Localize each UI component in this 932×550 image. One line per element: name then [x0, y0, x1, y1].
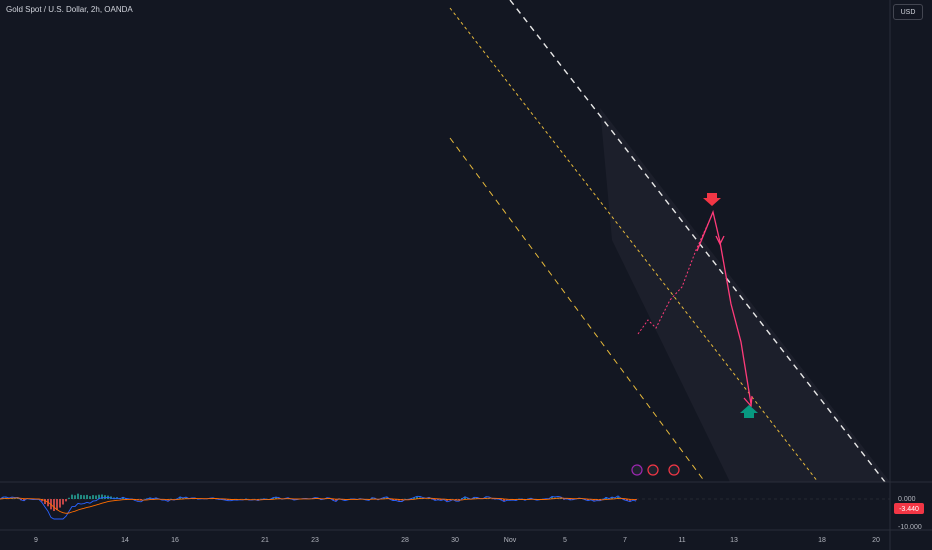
macd-histogram-bar	[434, 499, 436, 501]
channel-shade	[600, 108, 890, 482]
macd-histogram-bar	[605, 497, 607, 499]
macd-histogram-bar	[62, 499, 64, 505]
macd-histogram-bar	[392, 499, 394, 501]
x-tick-label: 11	[678, 537, 685, 544]
x-tick-label: 13	[730, 537, 738, 544]
macd-histogram-bar	[101, 494, 103, 499]
x-tick-label: 28	[401, 537, 409, 544]
x-tick-label: 5	[563, 537, 567, 544]
x-tick-label: 20	[872, 537, 880, 544]
macd-histogram-bar	[467, 498, 469, 499]
forecast-dotted-path	[637, 214, 713, 335]
macd-histogram-bar	[416, 496, 418, 499]
macd-histogram-bar	[503, 499, 505, 501]
macd-histogram-bar	[464, 496, 466, 499]
channel-lower-line	[449, 137, 706, 483]
macd-histogram-bar	[428, 498, 430, 499]
macd-histogram-bar	[551, 497, 553, 499]
macd-histogram-bar	[59, 499, 61, 508]
macd-histogram-bar	[65, 499, 67, 502]
macd-histogram-bar	[440, 499, 442, 501]
channel-mid-line	[449, 7, 819, 483]
sell-arrow-icon	[703, 193, 721, 206]
macd-histogram-bar	[473, 497, 475, 499]
macd-histogram-bar	[458, 499, 460, 500]
macd-histogram-bar	[86, 494, 88, 499]
macd-histogram-bar	[80, 494, 82, 499]
macd-histogram-bar	[113, 497, 115, 499]
x-tick-label: 30	[451, 537, 459, 544]
macd-histogram-bar	[629, 499, 631, 501]
macd-signal-line	[0, 497, 637, 514]
economic-event-icon[interactable]	[647, 464, 659, 476]
macd-line	[0, 495, 637, 520]
macd-histogram-bar	[89, 496, 91, 499]
macd-histogram-bar	[104, 495, 106, 499]
macd-tick-label: -10.000	[898, 524, 922, 531]
x-tick-label: 16	[171, 537, 179, 544]
macd-histogram-bar	[56, 499, 58, 511]
macd-histogram-bar	[41, 499, 43, 502]
forecast-arrow-head	[743, 395, 753, 408]
macd-histogram-bar	[587, 499, 589, 501]
forecast-path	[696, 209, 752, 405]
x-tick-label: Nov	[504, 537, 517, 544]
macd-histogram-bar	[179, 497, 181, 499]
macd-histogram-bar	[371, 497, 373, 499]
dividend-event-icon[interactable]	[631, 464, 643, 476]
x-tick-label: 23	[311, 537, 319, 544]
macd-histogram-bar	[275, 497, 277, 499]
chart-title: Gold Spot / U.S. Dollar, 2h, OANDA	[6, 5, 133, 14]
x-tick-label: 18	[818, 537, 826, 544]
currency-button[interactable]: USD	[893, 4, 923, 20]
macd-histogram-bar	[83, 495, 85, 499]
x-tick-label: 7	[623, 537, 627, 544]
macd-histogram-bar	[98, 494, 100, 499]
macd-histogram-bar	[335, 499, 337, 501]
economic-event-icon[interactable]	[668, 464, 680, 476]
macd-histogram-bar	[95, 495, 97, 499]
macd-histogram-bar	[293, 499, 295, 500]
macd-histogram-bar	[71, 494, 73, 499]
macd-histogram-bar	[383, 497, 385, 499]
macd-histogram-bar	[122, 497, 124, 499]
macd-value-badge	[894, 503, 924, 514]
macd-histogram-bar	[77, 493, 79, 499]
macd-histogram-bar	[155, 497, 157, 499]
x-tick-label: 14	[121, 537, 129, 544]
forecast-arrow-head	[715, 235, 725, 246]
x-tick-label: 9	[34, 537, 38, 544]
macd-histogram-bar	[74, 495, 76, 499]
channel-upper-line	[509, 0, 886, 483]
macd-value-label: -3.440	[899, 506, 919, 513]
macd-tick-label: 0.000	[898, 496, 916, 503]
macd-histogram-bar	[332, 499, 334, 501]
macd-histogram-bar	[44, 499, 46, 505]
x-tick-label: 21	[261, 537, 269, 544]
macd-histogram-bar	[68, 497, 70, 499]
macd-histogram-bar	[611, 497, 613, 499]
macd-histogram-bar	[257, 499, 259, 500]
macd-histogram-bar	[413, 497, 415, 499]
macd-histogram-bar	[53, 499, 55, 511]
macd-histogram-bar	[92, 495, 94, 499]
buy-arrow-icon	[740, 405, 758, 418]
macd-histogram-bar	[272, 497, 274, 499]
macd-histogram-bar	[626, 499, 628, 501]
macd-histogram-bar	[560, 498, 562, 499]
macd-histogram-bar	[23, 499, 25, 501]
